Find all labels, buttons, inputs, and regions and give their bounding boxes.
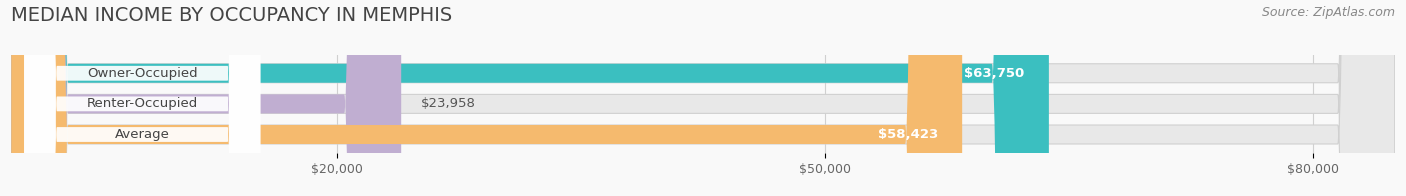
Text: Owner-Occupied: Owner-Occupied: [87, 67, 198, 80]
Text: $63,750: $63,750: [965, 67, 1025, 80]
FancyBboxPatch shape: [24, 0, 260, 196]
FancyBboxPatch shape: [24, 0, 260, 196]
Text: Source: ZipAtlas.com: Source: ZipAtlas.com: [1261, 6, 1395, 19]
FancyBboxPatch shape: [11, 0, 1049, 196]
FancyBboxPatch shape: [11, 0, 401, 196]
FancyBboxPatch shape: [24, 0, 260, 196]
FancyBboxPatch shape: [11, 0, 1395, 196]
FancyBboxPatch shape: [11, 0, 1395, 196]
Text: Average: Average: [115, 128, 170, 141]
Text: $58,423: $58,423: [877, 128, 938, 141]
FancyBboxPatch shape: [11, 0, 1395, 196]
Text: Renter-Occupied: Renter-Occupied: [87, 97, 198, 110]
Text: $23,958: $23,958: [420, 97, 475, 110]
FancyBboxPatch shape: [11, 0, 962, 196]
Text: MEDIAN INCOME BY OCCUPANCY IN MEMPHIS: MEDIAN INCOME BY OCCUPANCY IN MEMPHIS: [11, 6, 453, 25]
